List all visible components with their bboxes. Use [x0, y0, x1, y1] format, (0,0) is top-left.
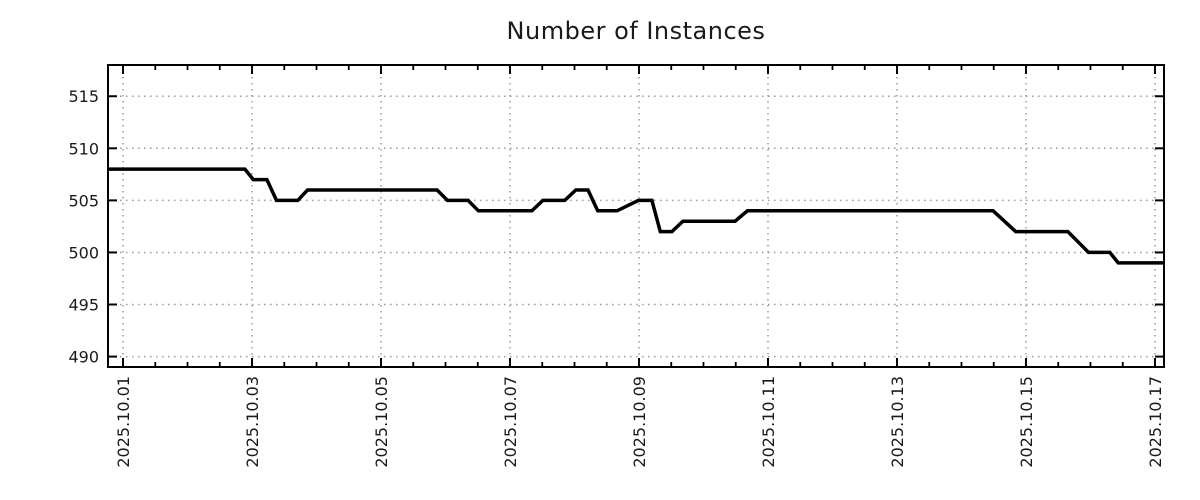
x-tick-label: 2025.10.09	[630, 376, 649, 468]
x-tick-label: 2025.10.17	[1146, 376, 1165, 468]
x-tick-label: 2025.10.05	[372, 376, 391, 468]
chart-title: Number of Instances	[506, 17, 766, 45]
x-tick-label: 2025.10.13	[888, 376, 907, 468]
y-tick-label: 510	[68, 139, 99, 158]
y-tick-label: 515	[68, 87, 99, 106]
plot-border	[107, 64, 1165, 368]
y-tick-label: 500	[68, 243, 99, 262]
x-tick-label: 2025.10.01	[114, 376, 133, 468]
data-line	[108, 167, 1164, 265]
y-tick-label: 505	[68, 191, 99, 210]
y-tick-label: 490	[68, 348, 99, 367]
x-tick-label: 2025.10.07	[501, 376, 520, 468]
x-tick-label: 2025.10.03	[243, 376, 262, 468]
y-tick-label: 495	[68, 296, 99, 315]
x-tick-label: 2025.10.15	[1017, 376, 1036, 468]
x-tick-label: 2025.10.11	[759, 376, 778, 468]
